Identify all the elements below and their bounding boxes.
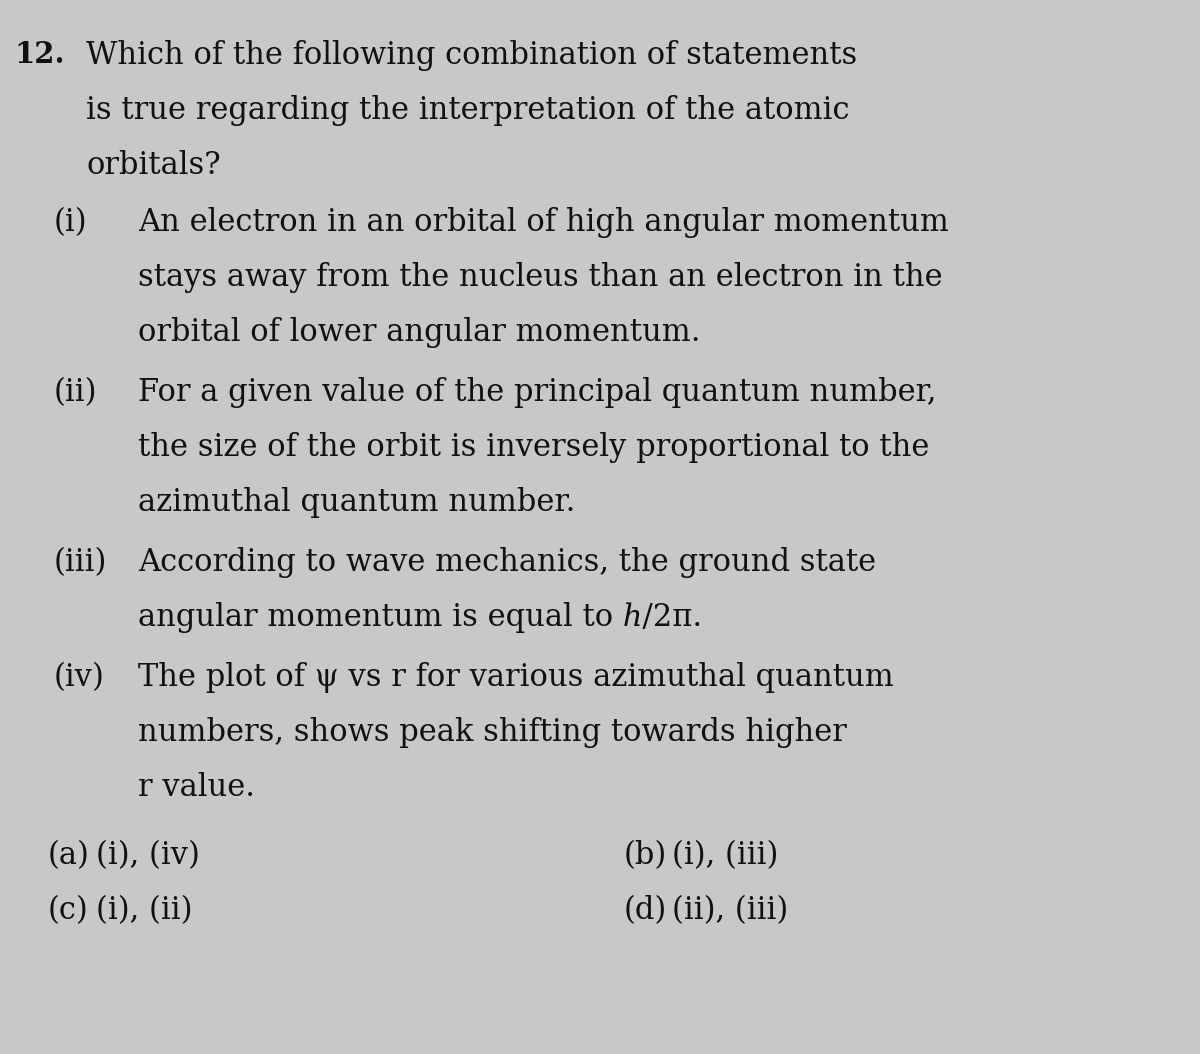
Text: (iv): (iv) — [54, 662, 104, 694]
Text: (i): (i) — [54, 208, 88, 238]
Text: numbers, shows peak shifting towards higher: numbers, shows peak shifting towards hig… — [138, 717, 847, 748]
Text: An electron in an orbital of high angular momentum: An electron in an orbital of high angula… — [138, 208, 949, 238]
Text: (ii), (iii): (ii), (iii) — [672, 895, 788, 926]
Text: stays away from the nucleus than an electron in the: stays away from the nucleus than an elec… — [138, 262, 943, 293]
Text: angular momentum is equal to ℎ/2π.: angular momentum is equal to ℎ/2π. — [138, 602, 702, 632]
Text: (iii): (iii) — [54, 547, 107, 578]
Text: For a given value of the principal quantum number,: For a given value of the principal quant… — [138, 377, 936, 408]
Text: (ii): (ii) — [54, 377, 97, 408]
Text: (c): (c) — [48, 895, 89, 926]
Text: (i), (iii): (i), (iii) — [672, 840, 779, 872]
Text: (d): (d) — [624, 895, 667, 926]
Text: (i), (iv): (i), (iv) — [96, 840, 200, 872]
Text: azimuthal quantum number.: azimuthal quantum number. — [138, 487, 575, 518]
Text: orbitals?: orbitals? — [86, 150, 221, 180]
Text: (i), (ii): (i), (ii) — [96, 895, 192, 926]
Text: 12.: 12. — [14, 40, 65, 70]
Text: orbital of lower angular momentum.: orbital of lower angular momentum. — [138, 317, 701, 348]
Text: The plot of ψ ​vs​ ​r for various azimuthal quantum: The plot of ψ ​vs​ ​r for various azimut… — [138, 662, 894, 694]
Text: (b): (b) — [624, 840, 667, 872]
Text: r value.: r value. — [138, 772, 256, 803]
Text: the size of the orbit is inversely proportional to the: the size of the orbit is inversely propo… — [138, 432, 929, 463]
Text: According to wave mechanics, the ground state: According to wave mechanics, the ground … — [138, 547, 876, 578]
Text: is true regarding the interpretation of the atomic: is true regarding the interpretation of … — [86, 95, 850, 125]
Text: (a): (a) — [48, 840, 90, 872]
Text: Which of the following combination of statements: Which of the following combination of st… — [86, 40, 858, 71]
